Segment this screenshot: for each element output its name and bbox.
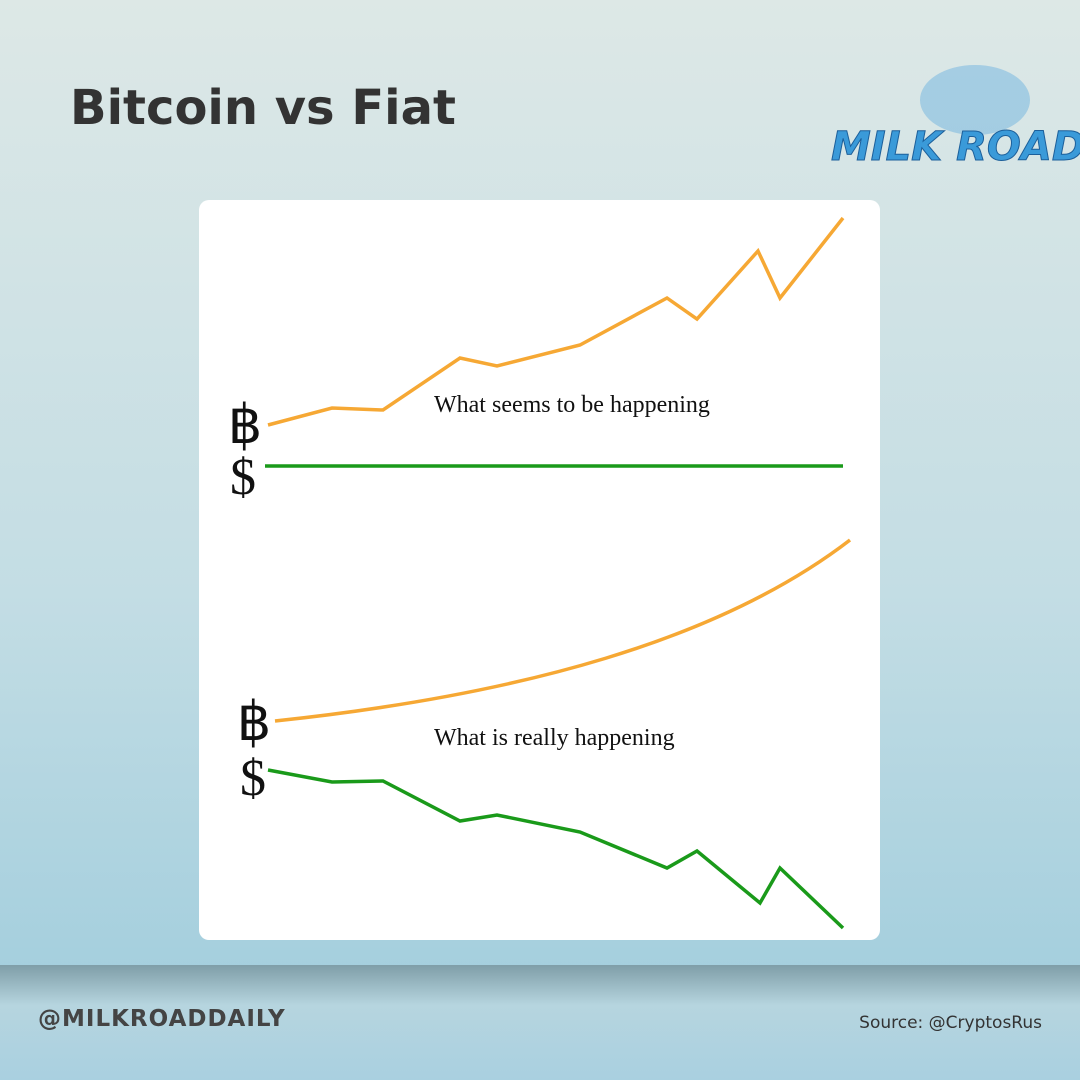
source: Source: @CryptosRus	[859, 1013, 1042, 1033]
footer-band	[0, 965, 1080, 1080]
dollar-symbol: $	[230, 449, 256, 506]
dollar-symbol: $	[240, 750, 266, 807]
card	[199, 200, 880, 940]
caption: What is really happening	[434, 725, 675, 751]
bitcoin-symbol: ฿	[228, 395, 262, 455]
logo-figure	[920, 65, 1030, 135]
bitcoin-line	[267, 216, 845, 427]
dollar-line	[267, 768, 845, 930]
caption: What seems to be happening	[434, 392, 710, 418]
bitcoin-line	[274, 538, 852, 723]
logo: MILK ROAD	[830, 65, 1080, 171]
handle: @MILKROADDAILY	[38, 1006, 286, 1032]
logo-text: MILK ROAD	[831, 124, 1080, 170]
title: Bitcoin vs Fiat	[70, 80, 456, 136]
bitcoin-symbol: ฿	[237, 692, 271, 752]
